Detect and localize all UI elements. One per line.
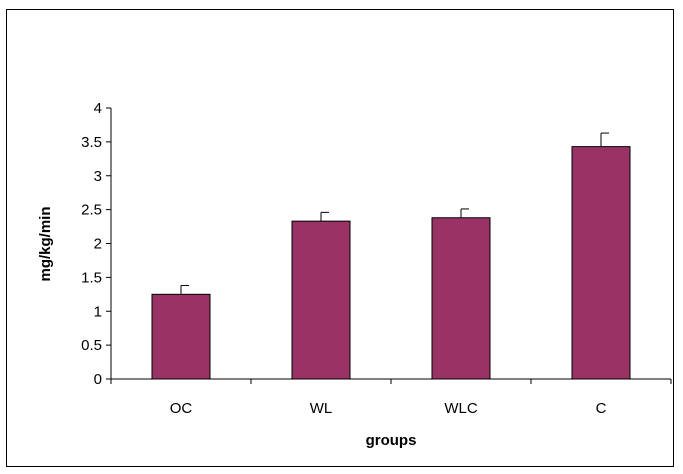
bar-wl	[291, 220, 351, 380]
bar-c	[571, 146, 631, 380]
bar-wlc	[431, 217, 491, 380]
x-tick-label: WLC	[444, 400, 478, 417]
bars	[151, 132, 631, 380]
y-axis-title: mg/kg/min	[37, 206, 54, 281]
y-axis-ticks: 0 0.5 1 1.5 2 2.5 3 3.5 4	[81, 100, 111, 388]
bar-oc	[151, 293, 211, 380]
y-tick-label: 1.5	[81, 269, 102, 286]
y-tick-label: 3	[94, 168, 102, 185]
x-axis-title: groups	[366, 432, 417, 449]
x-tick-label: OC	[170, 400, 193, 417]
y-tick-label: 0	[94, 371, 102, 388]
y-tick-label: 0.5	[81, 337, 102, 354]
x-tick-label: WL	[310, 400, 333, 417]
y-tick-label: 1	[94, 303, 102, 320]
x-tick-label: C	[596, 400, 607, 417]
y-tick-label: 3.5	[81, 134, 102, 151]
y-tick-label: 2	[94, 236, 102, 253]
y-tick-label: 2.5	[81, 202, 102, 219]
y-tick-label: 4	[94, 100, 102, 117]
x-axis-ticks: OC WL WLC C	[110, 379, 672, 417]
